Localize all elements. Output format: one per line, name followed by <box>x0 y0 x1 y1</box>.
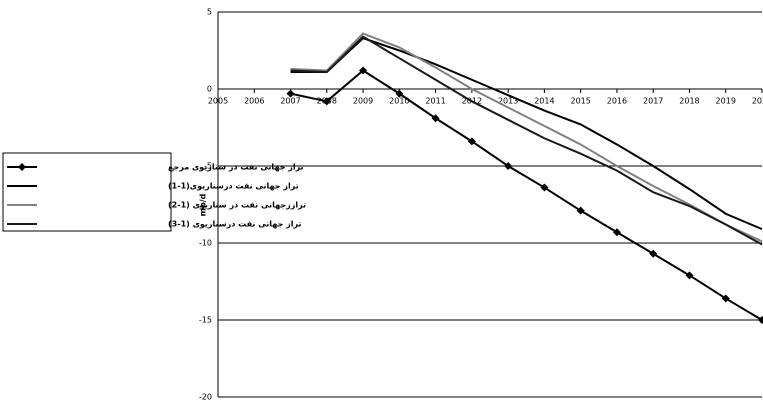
series-line <box>291 34 762 242</box>
legend-label: تراز جهانی نفت درسناریوی(1-1) <box>168 182 299 191</box>
x-tick-label: 2019 <box>716 97 736 106</box>
x-tick-label: 2014 <box>534 97 554 106</box>
x-tick-label: 2020 <box>752 97 763 106</box>
x-tick-label: 2017 <box>643 97 663 106</box>
chart: mb/d -20-15-10-5052005200620072008200920… <box>0 0 763 407</box>
series-line <box>291 38 762 229</box>
legend-label: تراز جهانی نفت در سناریوی مرجع <box>168 163 304 172</box>
y-tick-label: -20 <box>199 393 212 402</box>
x-tick-label: 2009 <box>353 97 373 106</box>
x-tick-label: 2011 <box>425 97 445 106</box>
x-tick-label: 2018 <box>679 97 699 106</box>
x-tick-label: 2006 <box>244 97 264 106</box>
legend-box <box>3 153 171 231</box>
y-tick-label: -15 <box>199 316 212 325</box>
series-line <box>291 37 762 245</box>
series-line <box>291 71 762 320</box>
y-tick-label: 0 <box>207 85 212 94</box>
y-tick-label: -10 <box>199 239 212 248</box>
x-tick-label: 2007 <box>280 97 300 106</box>
x-tick-label: 2015 <box>570 97 590 106</box>
legend-label: تراززجهانی نفت در سناریوی (1-2) <box>168 201 306 210</box>
y-tick-label: 5 <box>207 8 212 17</box>
legend-label: تراز جهانی نفت درسناریوی (1-3) <box>168 220 301 229</box>
x-tick-label: 2005 <box>208 97 228 106</box>
x-tick-label: 2016 <box>607 97 627 106</box>
